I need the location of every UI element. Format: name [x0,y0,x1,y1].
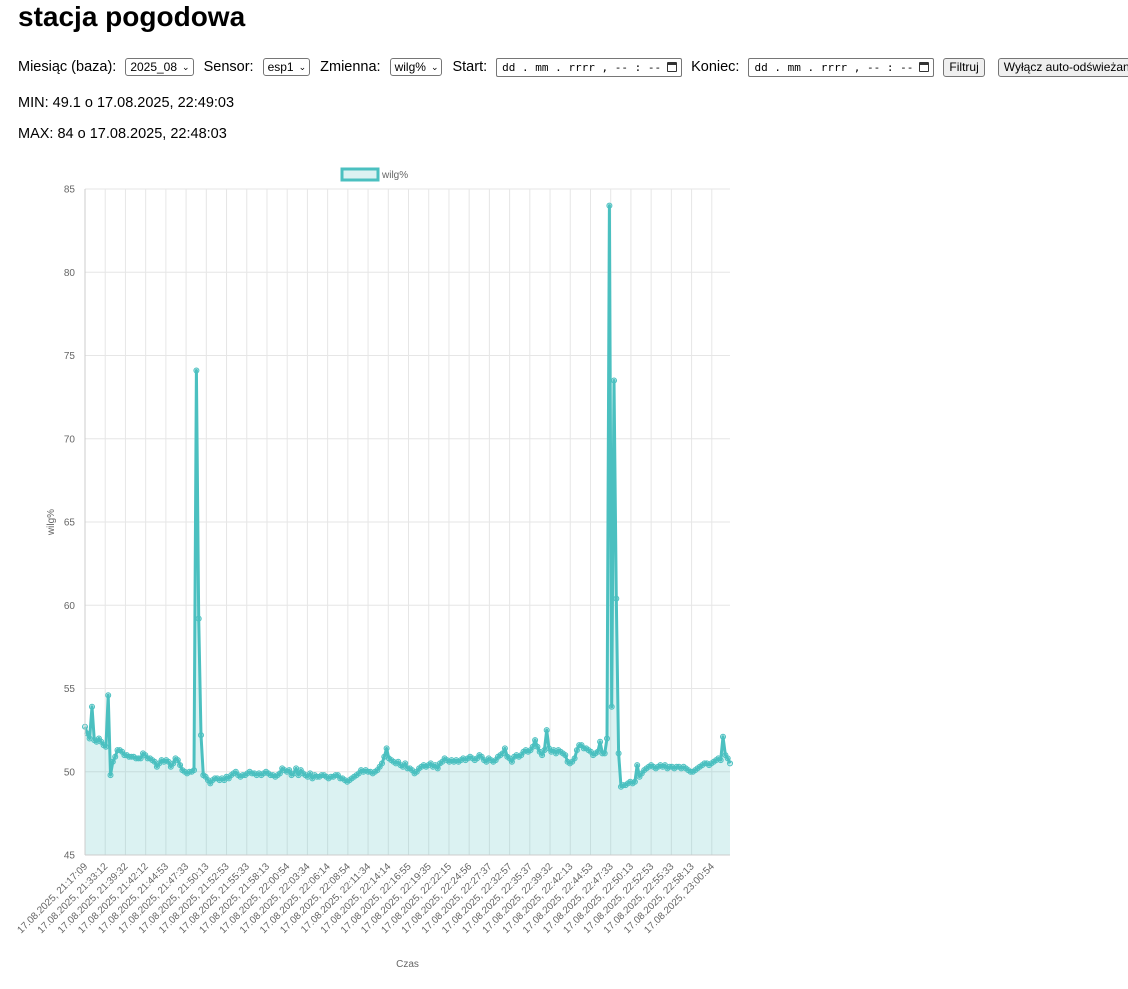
y-tick-label: 65 [64,518,76,529]
y-tick-label: 80 [64,268,76,279]
data-point [198,732,204,739]
data-point [631,778,638,785]
variable-label: Zmienna: [320,59,381,75]
end-datetime-input[interactable]: dd . mm . rrrr , -- : -- [748,57,935,77]
filter-bar: Miesiąc (baza): 2025_08 ⌄ Sensor: esp1 ⌄ Z… [18,57,1128,77]
start-datetime-placeholder: dd . mm . rrrr , -- : -- [502,60,662,74]
data-point [727,760,733,767]
data-point [112,753,119,760]
data-point [137,755,144,762]
x-axis-title: Czas [396,959,419,970]
data-point [109,758,116,765]
data-point [105,692,112,699]
autorefresh-toggle-button[interactable]: Wyłącz auto-odświeżanie [997,57,1128,77]
data-point [434,765,441,772]
calendar-icon[interactable] [919,62,930,72]
y-tick-label: 70 [64,434,76,445]
y-axis-title: wilg% [46,509,57,536]
variable-select-value: wilg% [394,60,426,74]
sensor-label: Sensor: [203,59,254,75]
data-point [195,615,202,622]
y-tick-label: 85 [64,185,76,196]
data-point [84,730,91,737]
month-select[interactable]: 2025_08 ⌄ [125,58,194,76]
data-point [534,743,541,750]
data-point [543,727,550,734]
legend-label: wilg% [381,170,408,181]
legend-swatch [340,167,380,182]
data-point [89,703,95,710]
end-label: Koniec: [691,59,740,75]
data-point [608,703,615,710]
data-point [604,735,610,742]
sensor-select[interactable]: esp1 ⌄ [262,58,311,76]
data-point [615,750,622,757]
data-point [174,757,181,764]
y-tick-label: 50 [64,767,76,778]
data-point [276,770,283,777]
data-point [613,595,620,602]
series-area-fill [85,205,730,856]
start-label: Start: [452,59,488,75]
data-point [383,745,390,752]
y-tick-label: 60 [64,601,76,612]
data-point [107,772,114,779]
data-point [720,733,726,740]
series-line [83,204,732,789]
data-point [102,743,109,750]
data-point [611,377,617,384]
y-tick-label: 55 [64,684,76,695]
data-point [562,752,569,759]
data-point [508,758,515,765]
page-title: stacja pogodowa [18,1,246,32]
data-point [501,745,508,752]
y-tick-label: 45 [64,851,76,862]
data-point [286,767,293,774]
month-label: Miesiąc (baza): [18,59,117,75]
max-stat: MAX: 84 o 17.08.2025, 22:48:03 [18,126,227,142]
start-datetime-input[interactable]: dd . mm . rrrr , -- : -- [496,57,683,77]
min-stat: MIN: 49.1 o 17.08.2025, 22:49:03 [18,95,235,111]
data-point [724,755,731,762]
data-point [379,760,385,767]
data-point [606,202,613,209]
sensor-select-value: esp1 [267,60,294,74]
month-select-value: 2025_08 [130,60,178,74]
data-point [499,750,506,757]
data-point [717,757,724,764]
data-point [601,750,608,757]
data-point [571,755,578,762]
end-datetime-placeholder: dd . mm . rrrr , -- : -- [754,60,914,74]
data-point [573,747,580,754]
data-point [191,767,197,774]
data-point [539,752,546,759]
data-point [402,760,409,767]
chevron-down-icon: ⌄ [298,61,307,72]
chevron-down-icon: ⌄ [182,61,190,72]
filter-button[interactable]: Filtruj [943,57,985,77]
data-point [634,762,641,769]
y-tick-label: 75 [64,351,76,362]
calendar-icon[interactable] [667,62,678,72]
data-point [532,737,539,744]
data-point [177,762,184,769]
data-point [170,760,177,767]
data-point [193,367,200,374]
variable-select[interactable]: wilg% ⌄ [389,58,443,76]
chevron-down-icon: ⌄ [430,61,439,72]
data-point [597,738,604,745]
